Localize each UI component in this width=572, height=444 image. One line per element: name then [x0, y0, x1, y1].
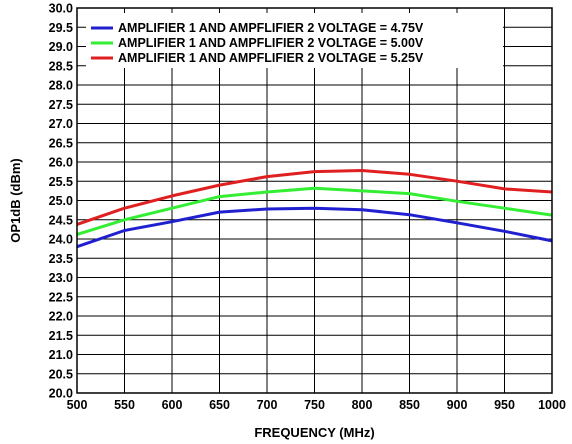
x-tick-label: 500 — [67, 398, 88, 412]
y-tick-label: 24.5 — [49, 213, 73, 227]
y-tick-label: 29.0 — [49, 40, 73, 54]
x-tick-label: 550 — [114, 398, 135, 412]
legend-entry: AMPLIFIER 1 AND AMPFLIFIER 2 VOLTAGE = 5… — [118, 36, 424, 50]
x-tick-label: 600 — [162, 398, 183, 412]
legend: AMPLIFIER 1 AND AMPFLIFIER 2 VOLTAGE = 4… — [86, 13, 503, 68]
y-tick-label: 27.5 — [49, 98, 73, 112]
x-tick-label: 800 — [352, 398, 373, 412]
y-tick-label: 21.5 — [49, 329, 73, 343]
x-tick-label: 700 — [257, 398, 278, 412]
series-line-3 — [76, 169, 553, 226]
x-axis-title: FREQUENCY (MHz) — [254, 425, 374, 440]
y-tick-label: 27.0 — [49, 117, 73, 131]
y-axis-title: OP1dB (dBm) — [8, 158, 23, 243]
y-tick-label: 22.5 — [49, 290, 73, 304]
plot-frame — [76, 7, 553, 394]
x-tick-label: 650 — [209, 398, 230, 412]
y-tick-label: 23.0 — [49, 271, 73, 285]
y-tick-labels: 20.0 20.5 21.0 21.5 22.0 22.5 23.0 23.5 24.0 24.5… — [49, 2, 73, 401]
x-tick-labels: 500 550 600 650 700 750 800 850 900 950 1000 — [67, 398, 566, 412]
series-line-1 — [76, 206, 553, 249]
y-tick-label: 29.5 — [49, 21, 73, 35]
x-tick-label: 750 — [304, 398, 325, 412]
y-tick-label: 28.5 — [49, 59, 73, 73]
y-tick-label: 25.5 — [49, 175, 73, 189]
y-tick-label: 25.0 — [49, 194, 73, 208]
y-tick-label: 21.0 — [49, 348, 73, 362]
y-tick-label: 28.0 — [49, 79, 73, 93]
x-tick-label: 950 — [494, 398, 515, 412]
y-tick-label: 26.5 — [49, 136, 73, 150]
y-tick-label: 22.0 — [49, 310, 73, 324]
x-tick-label: 1000 — [538, 398, 566, 412]
y-tick-label: 30.0 — [49, 2, 73, 16]
series-lines — [76, 169, 553, 249]
legend-entry: AMPLIFIER 1 AND AMPFLIFIER 2 VOLTAGE = 4… — [118, 21, 424, 35]
y-tick-label: 20.0 — [49, 387, 73, 401]
legend-box — [86, 13, 503, 68]
y-tick-label: 26.0 — [49, 156, 73, 170]
y-tick-label: 20.5 — [49, 367, 73, 381]
series-line-2 — [76, 186, 553, 236]
y-tick-label: 24.0 — [49, 233, 73, 247]
x-tick-label: 850 — [399, 398, 420, 412]
x-tick-label: 900 — [447, 398, 468, 412]
legend-entry: AMPLIFIER 1 AND AMPFLIFIER 2 VOLTAGE = 5… — [118, 51, 424, 65]
y-tick-label: 23.5 — [49, 252, 73, 266]
